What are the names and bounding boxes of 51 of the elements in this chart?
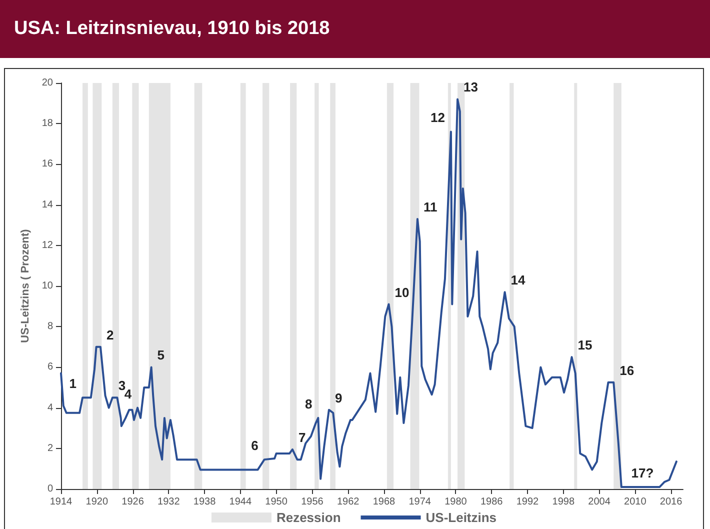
legend-label: Rezession — [276, 510, 341, 525]
annotation: 15 — [578, 338, 592, 353]
y-tick-label: 4 — [47, 402, 54, 414]
y-tick-label: 12 — [42, 240, 54, 251]
annotation: 4 — [124, 386, 132, 402]
annotation: 11 — [423, 200, 438, 215]
y-tick-label: 20 — [42, 78, 54, 88]
annotation: 5 — [157, 348, 165, 363]
y-tick-label: 16 — [42, 158, 54, 170]
annotation: 12 — [430, 110, 445, 126]
annotation: 1 — [69, 376, 77, 392]
x-tick-label: 2004 — [588, 496, 611, 508]
legend-label: US-Leitzins — [426, 510, 497, 525]
x-tick-label: 1932 — [158, 496, 180, 508]
x-tick-label: 1920 — [86, 496, 108, 508]
chart-title: USA: Leitzinsnievau, 1910 bis 2018 — [0, 0, 710, 58]
x-tick-label: 1914 — [50, 496, 73, 508]
y-axis-title: US-Leitzins ( Prozent) — [19, 228, 32, 343]
x-tick-label: 1962 — [336, 496, 360, 508]
annotation: 2 — [106, 327, 114, 342]
annotation: 3 — [118, 378, 126, 394]
y-tick-label: 18 — [42, 118, 54, 130]
annotation: 13 — [464, 80, 478, 95]
x-tick-label: 1974 — [408, 496, 432, 508]
annotation: 9 — [334, 390, 342, 406]
y-tick-label: 10 — [42, 280, 54, 292]
x-tick-label: 1950 — [265, 496, 288, 508]
y-tick-label: 6 — [47, 362, 54, 373]
x-tick-label: 1968 — [372, 496, 396, 508]
x-tick-label: 1956 — [301, 496, 324, 508]
x-tick-label: 1986 — [480, 496, 504, 508]
annotation: 8 — [304, 396, 312, 412]
y-tick-label: 14 — [42, 199, 54, 210]
x-tick-label: 1992 — [516, 496, 540, 508]
x-tick-label: 1938 — [193, 496, 216, 508]
line-series — [60, 98, 678, 488]
annotation: 7 — [298, 430, 306, 445]
x-tick-label: 1926 — [122, 496, 144, 508]
y-tick-label: 2 — [47, 442, 54, 454]
x-tick-label: 2016 — [660, 496, 683, 508]
annotation: 17? — [631, 465, 654, 480]
annotation: 6 — [251, 438, 258, 454]
x-tick-label: 2010 — [624, 496, 647, 508]
annotation: 14 — [510, 272, 526, 288]
x-tick-label: 1944 — [229, 496, 252, 508]
annotation: 10 — [394, 284, 410, 300]
y-tick-label: 0 — [47, 484, 54, 494]
annotation: 16 — [620, 362, 634, 378]
x-tick-label: 1998 — [552, 496, 575, 508]
y-tick-label: 8 — [47, 321, 54, 332]
x-tick-label: 1980 — [444, 496, 468, 508]
